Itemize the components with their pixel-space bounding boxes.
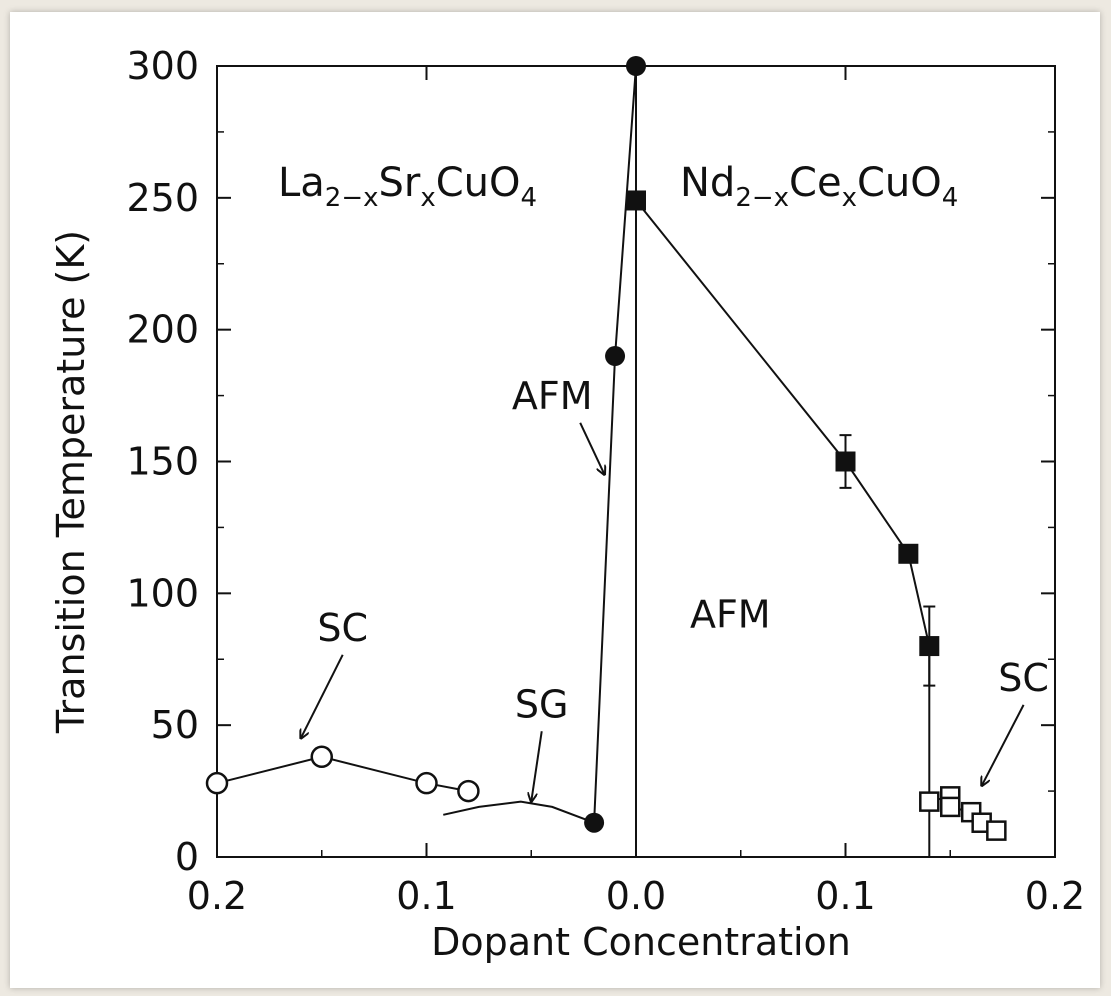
annotation-arrow (531, 731, 543, 801)
formula-subscript: 4 (521, 183, 538, 213)
formula-subscript: 4 (942, 183, 959, 213)
y-axis-title: Transition Temperature (K) (49, 230, 93, 734)
open-square-point (986, 820, 1007, 841)
filled-circle-point (605, 346, 626, 367)
formula-text: Nd (680, 160, 735, 206)
filled-circle-point (584, 812, 605, 833)
open-circle-point (310, 745, 333, 769)
x-axis-title: Dopant Concentration (431, 920, 851, 964)
filled-square-point (919, 636, 940, 657)
open-circle-point (205, 771, 229, 795)
filled-square-point (898, 543, 919, 564)
y-tick-label: 100 (126, 571, 199, 615)
filled-square-point (626, 190, 646, 211)
formula-subscript: 2−x (325, 183, 379, 213)
formula-subscript: x (420, 183, 435, 213)
formula-text: CuO (436, 160, 521, 206)
annotation-sc: SC (998, 656, 1049, 700)
annotation-arrow (982, 704, 1025, 786)
y-tick-label: 0 (175, 835, 199, 879)
x-tick-label: 0.0 (606, 874, 666, 918)
compound-label-la: La2−xSrxCuO4 (278, 160, 537, 213)
open-circle-point (457, 779, 480, 803)
x-tick-label: 0.1 (815, 874, 875, 918)
x-tick-label: 0.1 (396, 874, 456, 918)
formula-text: CuO (857, 160, 942, 206)
afm-connecting-line-right (635, 199, 931, 647)
annotation-afm: AFM (690, 593, 771, 637)
formula-subscript: x (842, 183, 857, 213)
x-tick-label: 0.2 (1025, 874, 1085, 918)
open-circle-point (415, 771, 438, 795)
annotation-arrow (579, 422, 604, 475)
sg-boundary-curve (443, 800, 595, 824)
formula-text: Sr (379, 160, 421, 206)
x-tick-label: 0.2 (187, 874, 247, 918)
sc-connecting-line (216, 755, 469, 793)
formula-text: Ce (789, 160, 842, 206)
formula-text: La (278, 160, 325, 206)
open-square-point (940, 796, 961, 818)
y-tick-label: 50 (151, 703, 199, 747)
annotation-afm: AFM (512, 374, 593, 418)
compound-label-nd: Nd2−xCexCuO4 (680, 160, 958, 213)
afm-connecting-line-left (593, 65, 637, 823)
y-tick-label: 200 (126, 308, 199, 352)
chart-card: 0 50 100 150 200 250 300 0.2 0.1 0.0 0.1 0.2 Dopant … (10, 12, 1100, 988)
formula-subscript: 2−x (735, 183, 789, 213)
phase-diagram-chart: 0 50 100 150 200 250 300 0.2 0.1 0.0 0.1 0.2 Dopant … (49, 44, 1085, 964)
y-tick-label: 300 (126, 44, 199, 88)
y-tick-label: 150 (126, 440, 199, 484)
open-square-point (919, 791, 940, 812)
filled-circle-point (626, 56, 646, 76)
annotation-sg: SG (515, 682, 569, 726)
annotation-sc: SC (317, 606, 368, 650)
filled-square-point (835, 451, 856, 472)
annotation-arrow (301, 654, 344, 739)
y-tick-label: 250 (126, 176, 199, 220)
